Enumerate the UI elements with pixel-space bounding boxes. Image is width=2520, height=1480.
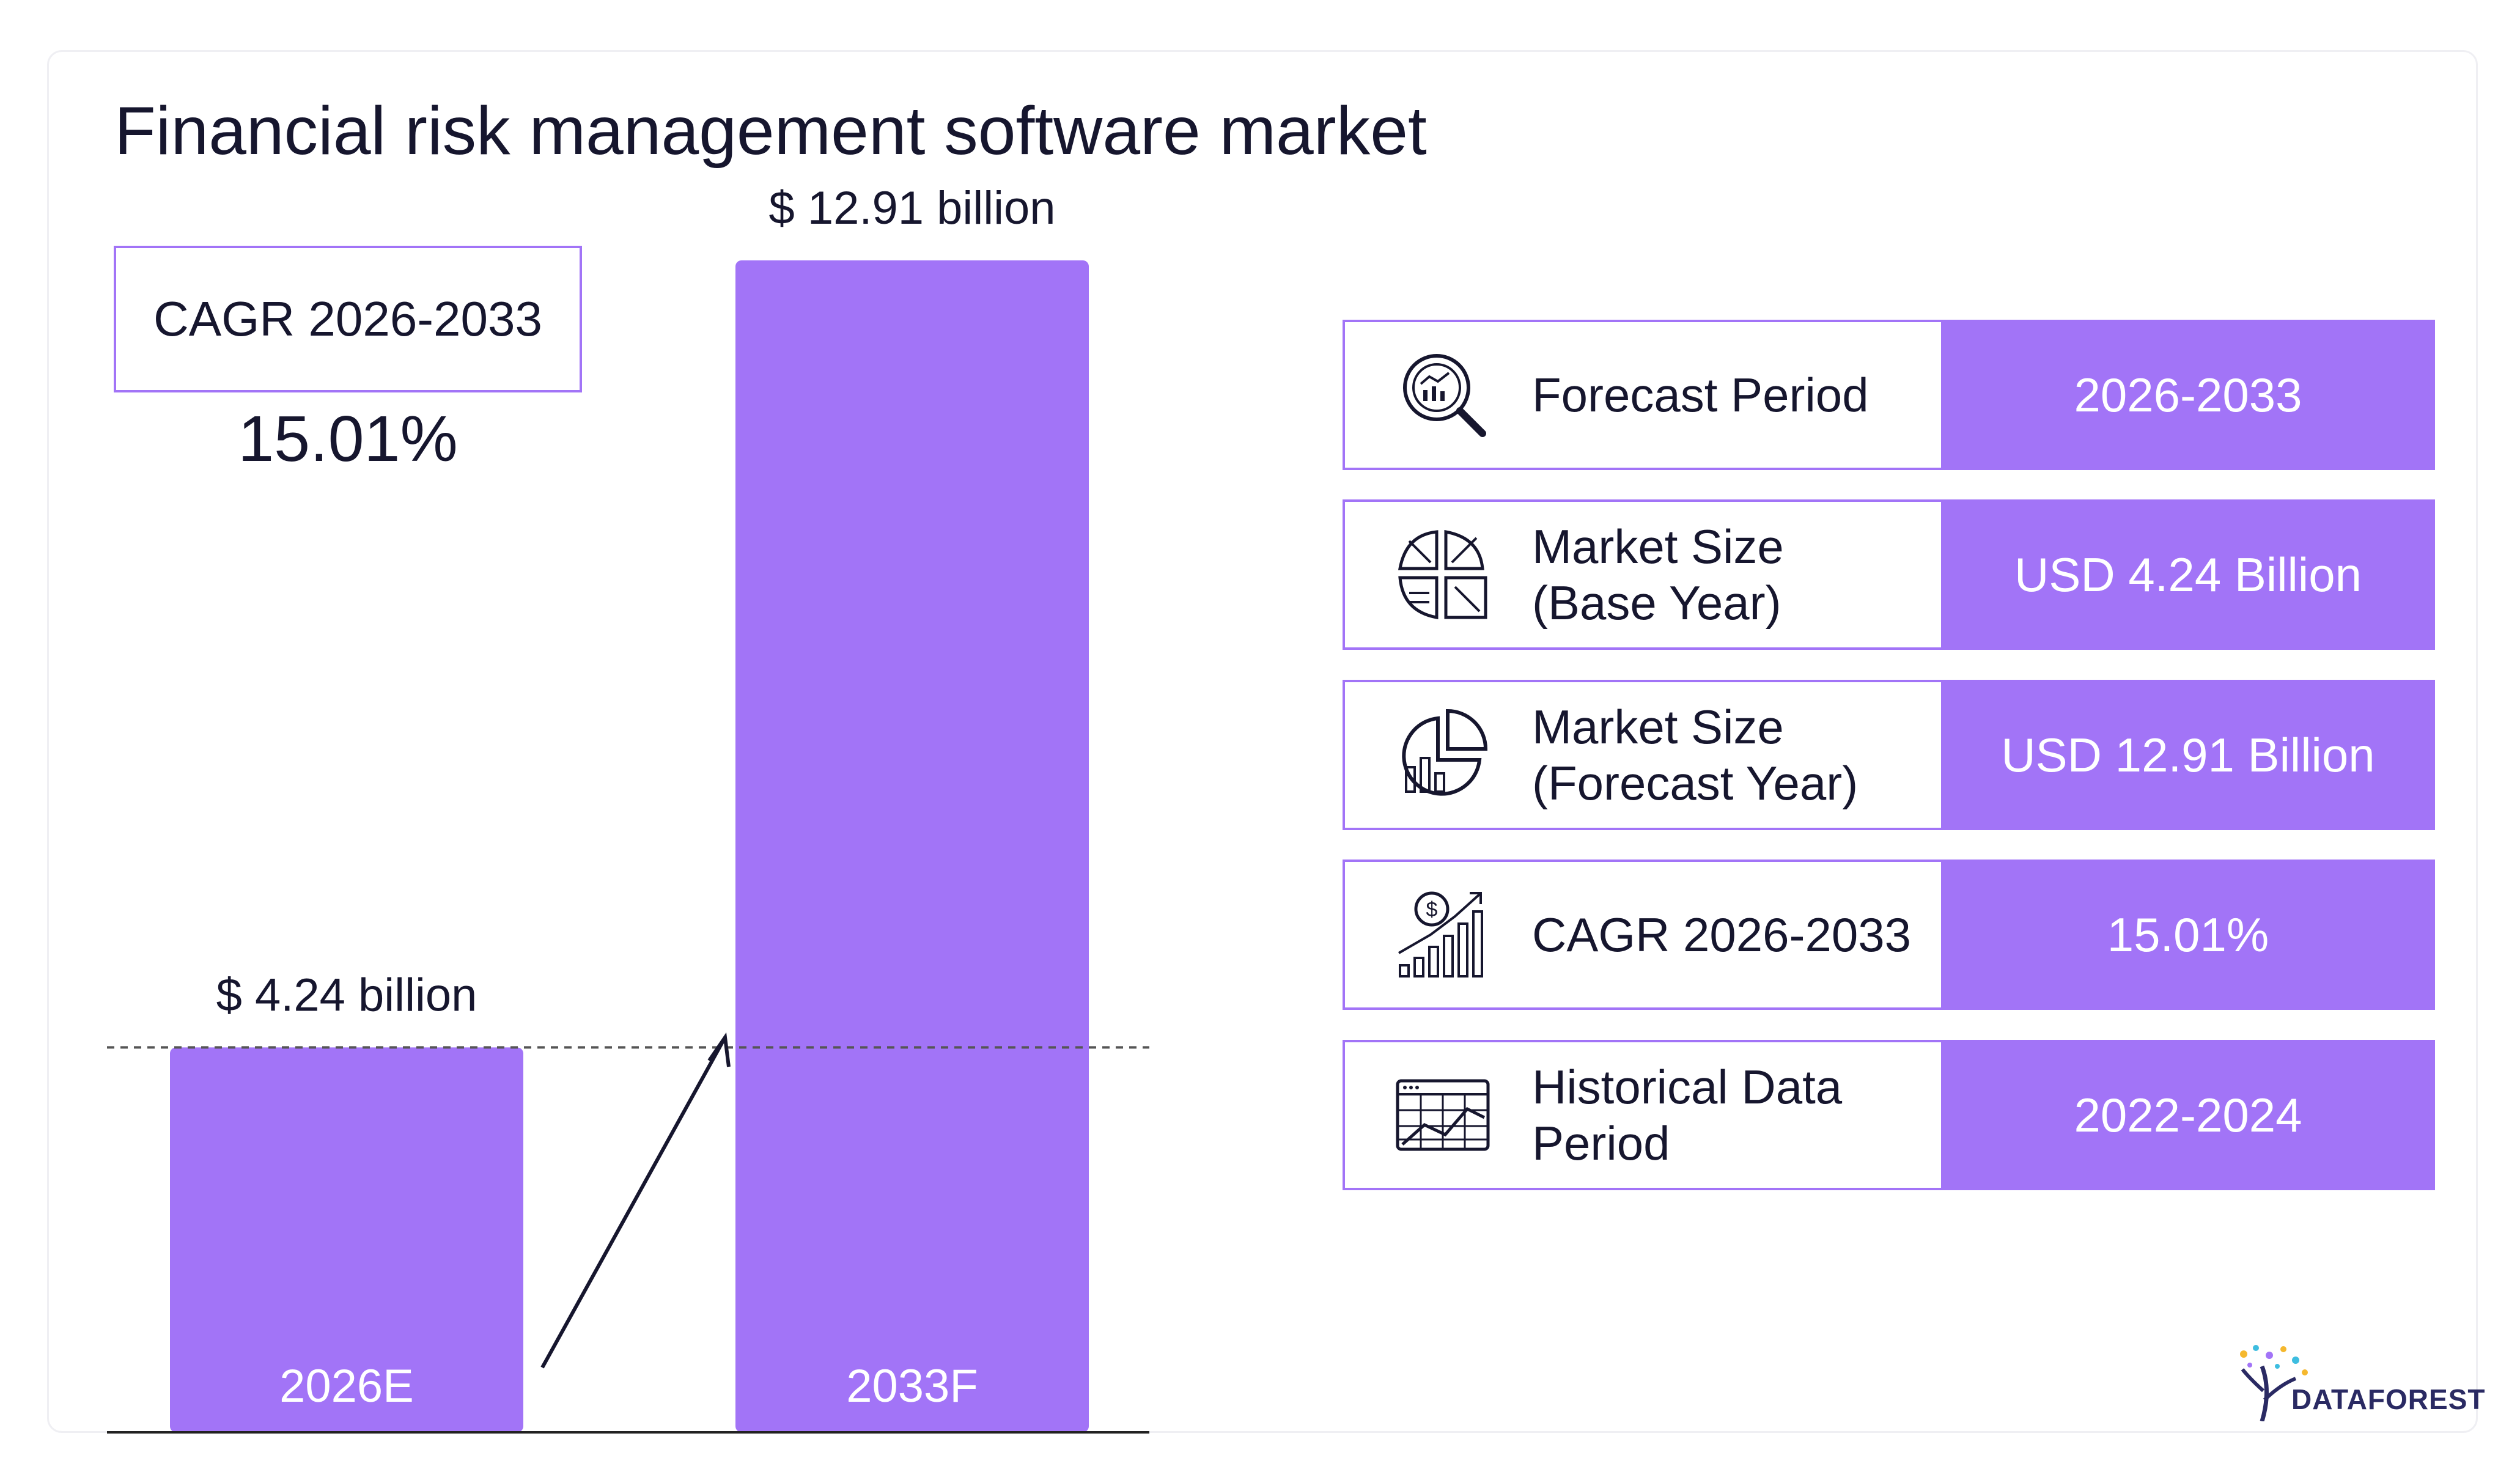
summary-row-label: Market Size (Base Year): [1532, 520, 1784, 630]
category-label-2033F: 2033F: [846, 1360, 978, 1412]
analysis-quadrants-icon: [1398, 530, 1487, 619]
summary-row: Market Size (Forecast Year) USD 12.91 Bil…: [1343, 680, 2435, 830]
bar-2026E: [170, 1047, 523, 1432]
summary-row-label: CAGR 2026-2033: [1532, 908, 1912, 962]
data-table-chart-icon: [1396, 1079, 1490, 1151]
dollar-growth-chart-icon: $: [1398, 891, 1483, 977]
data-label-2026E: $ 4.24 billion: [216, 969, 477, 1021]
summary-row-value: 15.01%: [1941, 860, 2435, 1010]
page-title: Financial risk management software marke…: [114, 93, 1427, 169]
dataforest-logo-icon: [2240, 1345, 2308, 1421]
summary-row-value: USD 4.24 Billion: [1941, 499, 2435, 650]
summary-row-value: 2026-2033: [1941, 320, 2435, 470]
summary-row: $ CAGR 2026-2033 15.01%: [1343, 860, 2435, 1010]
cagr-value: 15.01%: [238, 403, 458, 475]
summary-row-value: 2022-2024: [1941, 1040, 2435, 1190]
growth-arrow-icon: [540, 1032, 731, 1369]
svg-text:$: $: [1426, 898, 1438, 921]
bar-group: 2026E $ 4.24 billion 2033F $ 12.91 billion: [170, 182, 1089, 1433]
pie-bar-chart-icon: [1402, 709, 1488, 796]
summary-row-label: Forecast Period: [1532, 368, 1869, 422]
category-label-2026E: 2026E: [279, 1360, 414, 1412]
summary-row: Historical Data Period 2022-2024: [1343, 1040, 2435, 1190]
cagr-label: CAGR 2026-2033: [153, 292, 542, 346]
brand-name: DATAFOREST: [2291, 1383, 2486, 1415]
summary-row-value: USD 12.91 Billion: [1941, 680, 2435, 830]
bar-2033F: [735, 260, 1089, 1433]
summary-row: Market Size (Base Year) USD 4.24 Billion: [1343, 499, 2435, 650]
summary-row: Forecast Period 2026-2033: [1343, 320, 2435, 470]
data-label-2033F: $ 12.91 billion: [768, 182, 1055, 234]
cagr-label-box: CAGR 2026-2033: [114, 246, 582, 392]
summary-row-label: Historical Data Period: [1532, 1060, 1843, 1170]
magnifier-chart-icon: [1403, 354, 1486, 437]
summary-row-label: Market Size (Forecast Year): [1532, 700, 1859, 810]
